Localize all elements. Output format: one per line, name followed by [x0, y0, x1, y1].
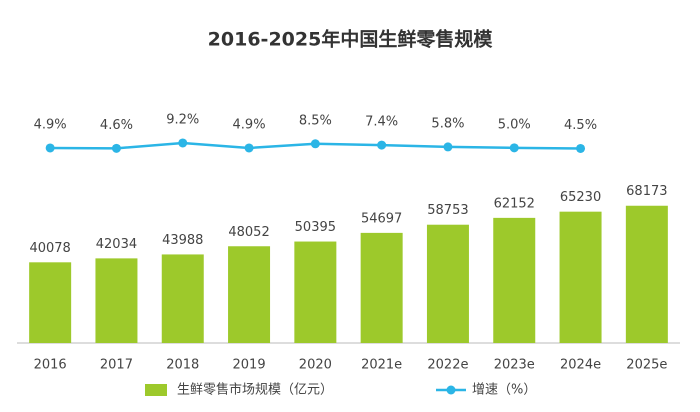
- x-tick-label: 2021e: [361, 358, 402, 373]
- value-label: 4.9%: [233, 117, 266, 132]
- line-point: [576, 143, 586, 153]
- x-tick-label: 2022e: [427, 358, 468, 373]
- value-label: 68173: [626, 184, 667, 199]
- value-label: 65230: [560, 190, 601, 205]
- x-tick-label: 2023e: [494, 358, 535, 373]
- value-label: 8.5%: [299, 113, 332, 128]
- value-label: 9.2%: [166, 112, 199, 127]
- x-tick-label: 2018: [166, 358, 199, 373]
- x-tick-label: 2025e: [626, 358, 667, 373]
- value-label: 40078: [29, 241, 70, 256]
- value-label: 50395: [295, 220, 336, 235]
- line-point: [377, 140, 387, 150]
- value-label: 4.5%: [564, 118, 597, 133]
- bar: [294, 241, 337, 343]
- line-point: [111, 143, 121, 153]
- legend-swatch: [446, 385, 456, 395]
- x-tick-label: 2017: [100, 358, 133, 373]
- legend-label: 增速（%）: [472, 383, 536, 398]
- bar: [493, 217, 536, 343]
- value-label: 48052: [228, 225, 269, 240]
- bar: [29, 262, 72, 343]
- value-label: 7.4%: [365, 115, 398, 130]
- x-tick-label: 2016: [34, 358, 67, 373]
- line-point: [244, 143, 254, 153]
- value-label: 5.8%: [431, 116, 464, 131]
- bar: [95, 258, 138, 343]
- x-tick-label: 2019: [233, 358, 266, 373]
- value-label: 4.9%: [34, 117, 67, 132]
- value-label: 58753: [427, 203, 468, 218]
- line-point: [310, 139, 320, 149]
- value-label: 54697: [361, 211, 402, 226]
- line-point: [509, 143, 519, 153]
- value-label: 42034: [96, 237, 137, 252]
- value-label: 62152: [494, 196, 535, 211]
- chart-title: 2016-2025年中国生鲜零售规模: [208, 28, 494, 51]
- bar: [559, 211, 602, 343]
- bar: [426, 224, 469, 343]
- bar: [228, 246, 271, 343]
- legend-swatch: [145, 384, 167, 396]
- bar: [161, 254, 204, 343]
- line-point: [45, 143, 55, 153]
- value-label: 4.6%: [100, 118, 133, 133]
- value-label: 5.0%: [498, 117, 531, 132]
- bar: [625, 205, 668, 343]
- line-point: [178, 138, 188, 148]
- legend-label: 生鲜零售市场规模（亿元）: [177, 382, 333, 398]
- bar: [360, 232, 403, 343]
- x-tick-label: 2020: [299, 358, 332, 373]
- line-point: [443, 142, 453, 152]
- value-label: 43988: [162, 233, 203, 248]
- x-tick-label: 2024e: [560, 358, 601, 373]
